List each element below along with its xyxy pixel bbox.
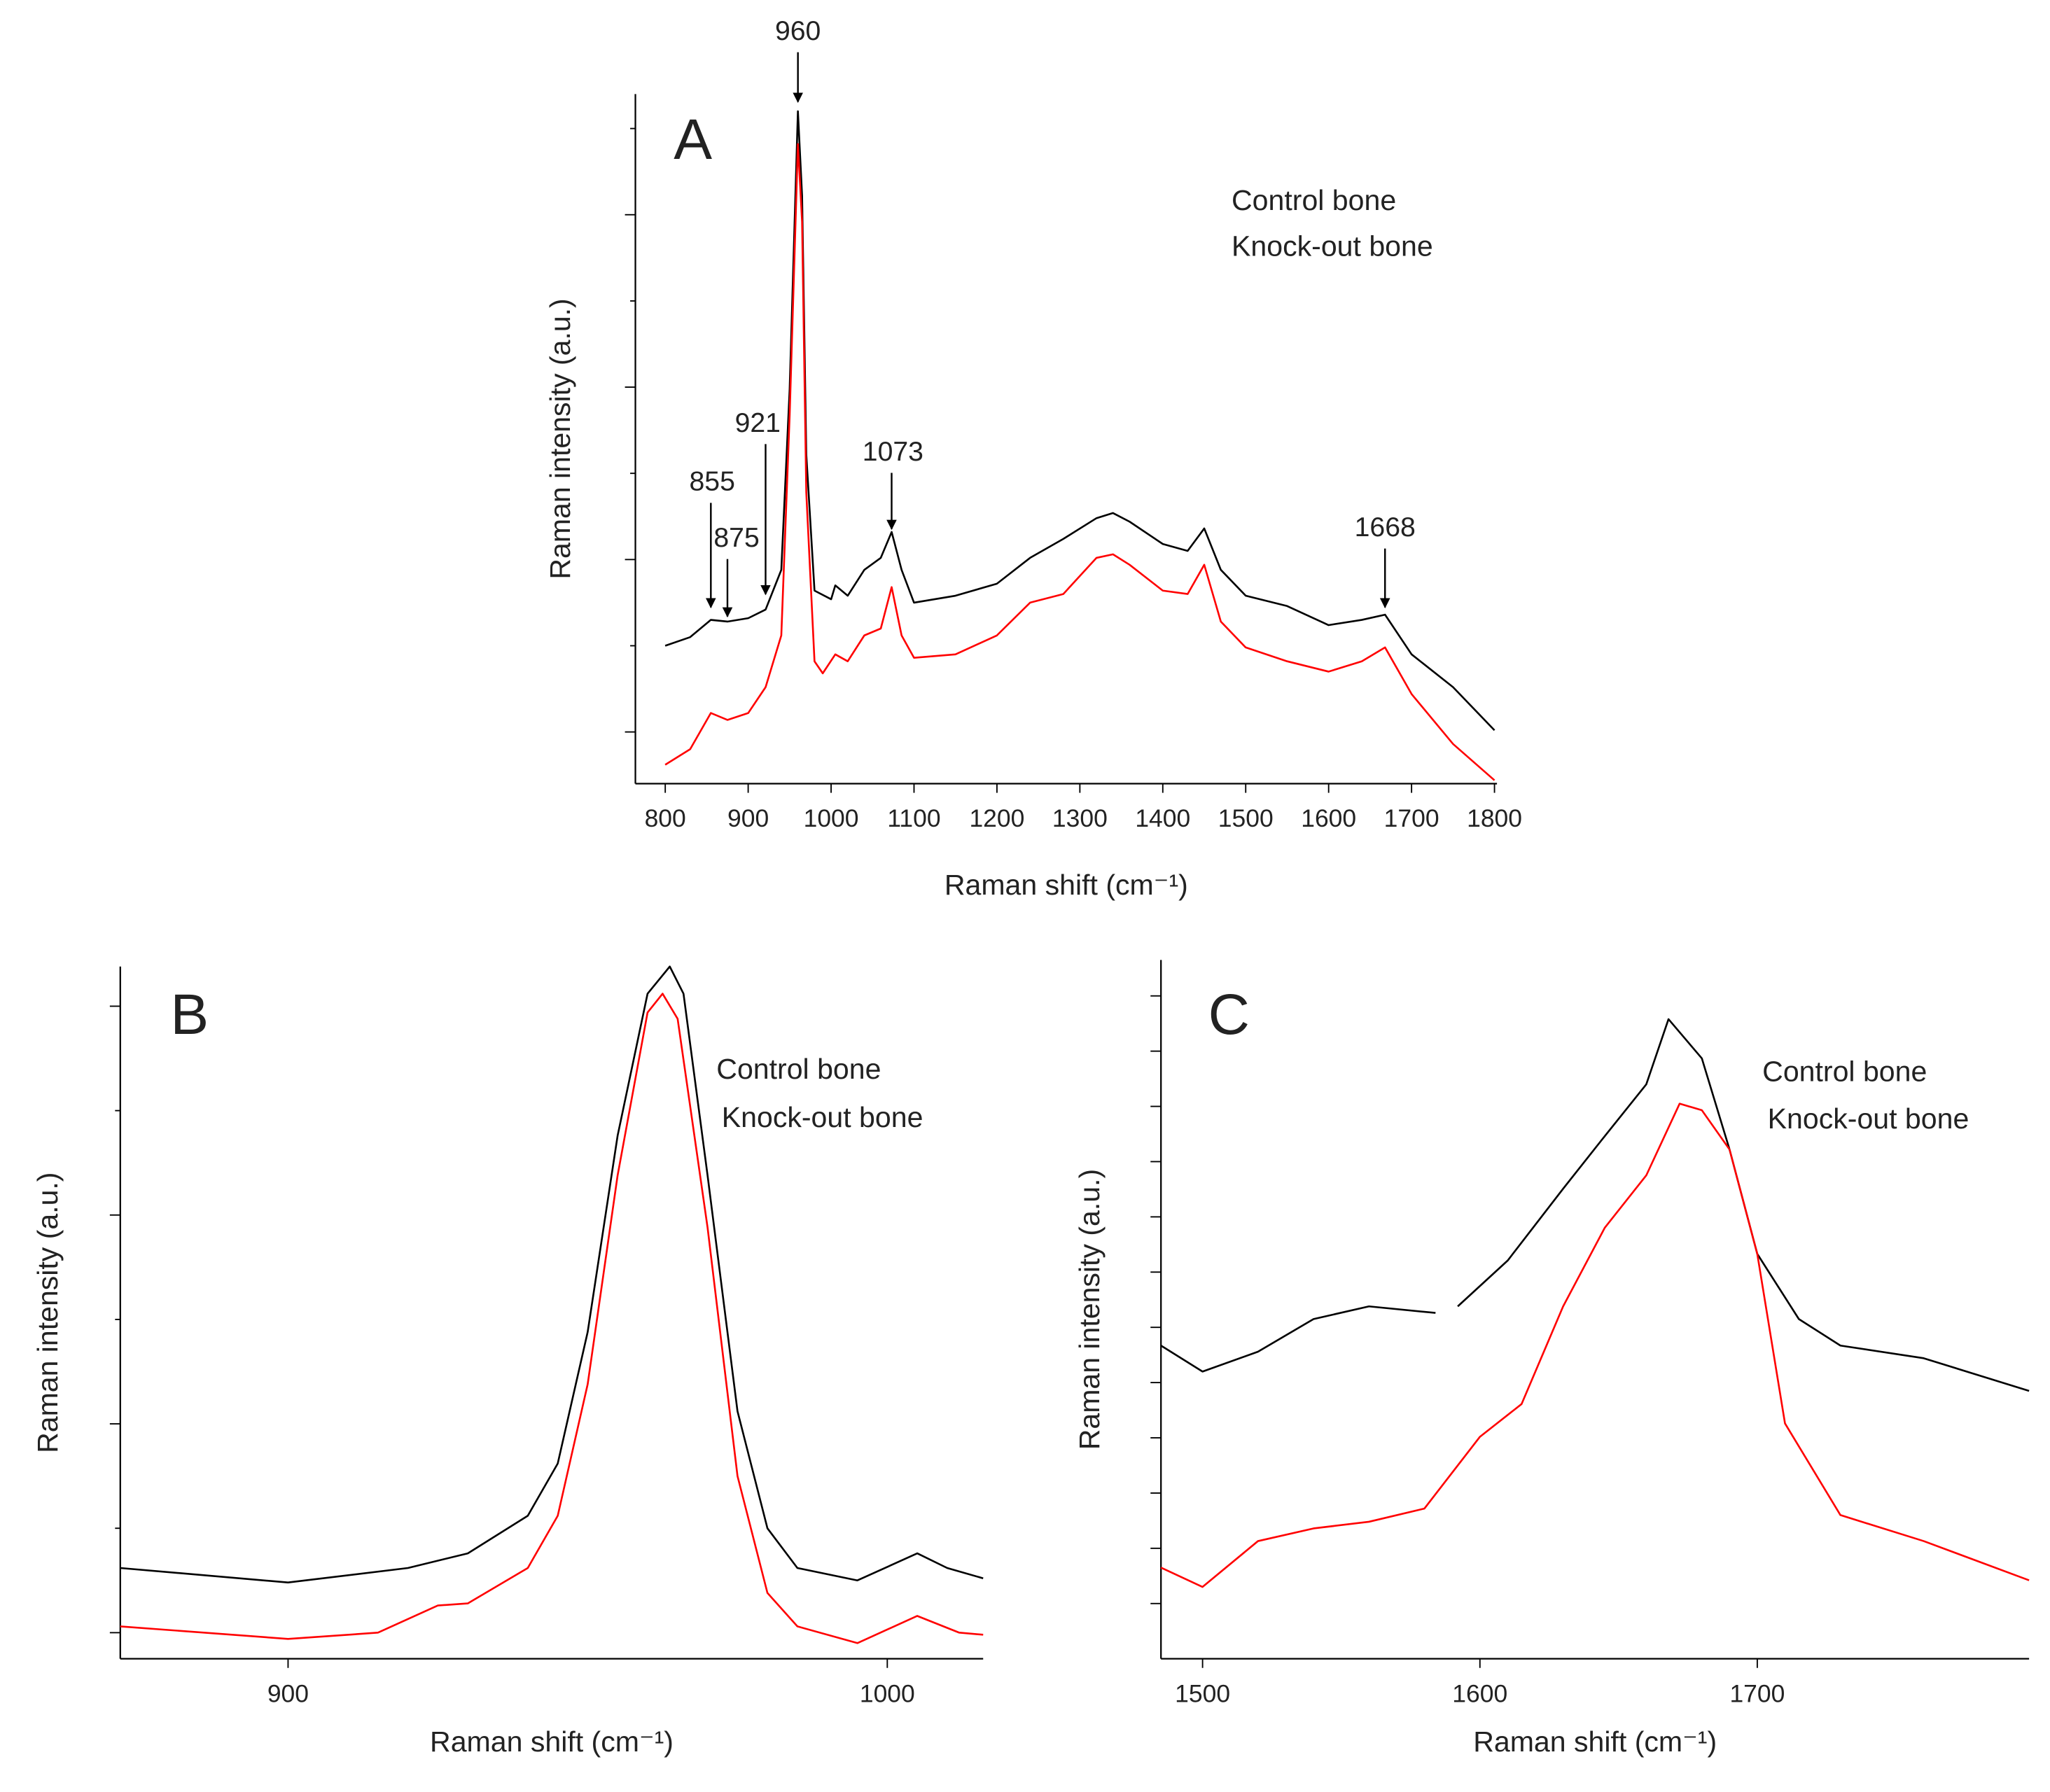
x-tick-label: 1600 (1301, 804, 1356, 832)
x-tick-label: 1000 (804, 804, 859, 832)
x-tick-label: 800 (645, 804, 686, 832)
x-tick-label: 1800 (1467, 804, 1522, 832)
spectrum-line (664, 110, 1495, 732)
x-tick-label: 1600 (1452, 1679, 1507, 1707)
x-tick-label: 1400 (1135, 804, 1190, 832)
spectrum-line (1160, 1018, 2030, 1392)
legend-entry: Control bone (1232, 184, 1396, 216)
x-tick-label: 1200 (969, 804, 1024, 832)
x-axis-label: Raman shift (cm⁻¹) (944, 869, 1188, 901)
peak-label: 875 (713, 523, 759, 553)
y-axis-label: Raman intensity (a.u.) (32, 1172, 64, 1453)
legend-entry: Knock-out bone (1768, 1102, 1969, 1135)
x-tick-label: 1500 (1218, 804, 1274, 832)
legend-entry: Knock-out bone (722, 1101, 923, 1133)
peak-label: 921 (735, 408, 781, 438)
panel-label: B (170, 983, 209, 1046)
x-axis-label: Raman shift (cm⁻¹) (430, 1726, 674, 1758)
x-tick-label: 900 (727, 804, 769, 832)
legend-entry: Knock-out bone (1232, 230, 1433, 262)
x-tick-label: 1100 (887, 804, 940, 832)
x-tick-label: 1700 (1729, 1679, 1785, 1707)
x-tick-label: 1300 (1052, 804, 1108, 832)
legend-entry: Control bone (1762, 1056, 1927, 1088)
peak-label: 960 (775, 16, 821, 46)
x-axis-label: Raman shift (cm⁻¹) (1473, 1726, 1717, 1758)
spectrum-line (120, 993, 984, 1644)
peak-label: 1073 (863, 437, 923, 467)
spectrum-line (664, 143, 1495, 781)
x-tick-label: 1700 (1384, 804, 1439, 832)
x-tick-label: 1500 (1175, 1679, 1230, 1707)
spectrum-line (120, 965, 984, 1584)
x-tick-label: 1000 (860, 1679, 915, 1707)
legend-entry: Control bone (716, 1053, 881, 1085)
y-axis-label: Raman intensity (a.u.) (544, 298, 576, 579)
peak-label: 1668 (1355, 512, 1416, 542)
panel-label: C (1208, 983, 1250, 1046)
panel-label: A (674, 108, 712, 172)
spectrum-line (1160, 1102, 2030, 1588)
peak-label: 855 (689, 467, 734, 497)
x-tick-label: 900 (267, 1679, 309, 1707)
y-axis-label: Raman intensity (a.u.) (1073, 1169, 1106, 1450)
